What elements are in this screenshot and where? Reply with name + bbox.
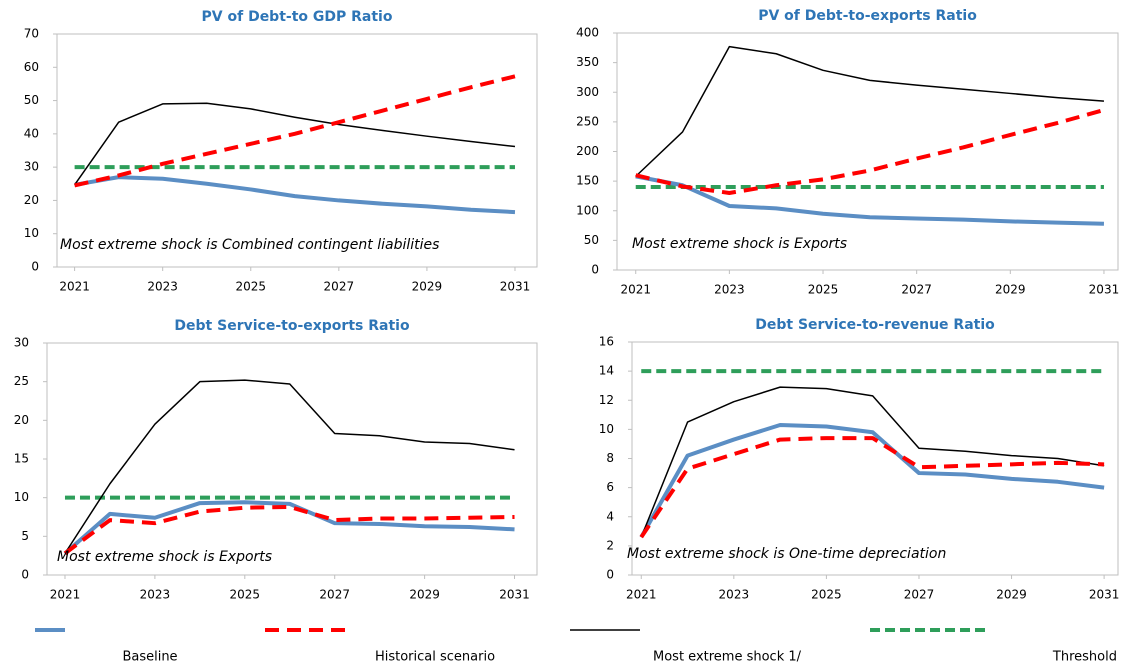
chart-title: Debt Service-to-exports Ratio xyxy=(174,318,410,334)
y-tick-label: 0 xyxy=(21,568,29,582)
x-tick-label: 2025 xyxy=(235,280,266,294)
series-line xyxy=(639,423,1105,539)
legend-label: Most extreme shock 1/ xyxy=(653,650,802,664)
x-tick-label: 2025 xyxy=(811,588,842,602)
y-tick-label: 400 xyxy=(576,26,599,40)
series-line xyxy=(74,74,516,188)
y-tick-label: 14 xyxy=(599,364,614,378)
y-tick-label: 5 xyxy=(21,529,29,543)
x-tick-label: 2031 xyxy=(1089,283,1120,297)
series-line xyxy=(640,386,1105,538)
y-tick-label: 12 xyxy=(599,393,614,407)
y-tick-label: 8 xyxy=(606,451,614,465)
y-tick-label: 30 xyxy=(14,336,29,350)
series-line xyxy=(74,175,516,215)
x-tick-label: 2025 xyxy=(230,588,261,602)
annotation: Most extreme shock is Exports xyxy=(57,549,272,565)
series-line xyxy=(635,108,1105,195)
y-tick-label: 2 xyxy=(606,538,614,552)
y-tick-label: 250 xyxy=(576,114,599,128)
x-tick-label: 2021 xyxy=(620,283,651,297)
series-line xyxy=(74,102,516,186)
series-line xyxy=(639,436,1105,539)
x-tick-label: 2029 xyxy=(412,280,443,294)
plot-frame xyxy=(46,342,538,576)
x-tick-label: 2027 xyxy=(319,588,350,602)
chart-title: PV of Debt-to-exports Ratio xyxy=(758,8,977,24)
chart-title: Debt Service-to-revenue Ratio xyxy=(755,317,995,333)
plot-frame xyxy=(56,33,538,268)
y-tick-label: 6 xyxy=(606,480,614,494)
y-tick-label: 40 xyxy=(24,126,39,140)
annotation: Most extreme shock is Combined contingen… xyxy=(60,237,439,253)
legend-label: Historical scenario xyxy=(375,650,495,664)
annotation: Most extreme shock is One-time depreciat… xyxy=(627,546,946,562)
y-tick-label: 10 xyxy=(14,490,29,504)
x-tick-label: 2021 xyxy=(50,588,81,602)
y-tick-label: 200 xyxy=(576,144,599,158)
x-tick-label: 2021 xyxy=(626,588,657,602)
y-tick-label: 100 xyxy=(576,203,599,217)
y-tick-label: 350 xyxy=(576,55,599,69)
x-tick-label: 2027 xyxy=(904,588,935,602)
x-tick-label: 2027 xyxy=(901,283,932,297)
y-tick-label: 0 xyxy=(606,568,614,582)
x-tick-label: 2023 xyxy=(147,280,178,294)
x-tick-label: 2031 xyxy=(499,588,530,602)
series-line xyxy=(63,500,515,555)
x-tick-label: 2031 xyxy=(1089,588,1120,602)
x-tick-label: 2027 xyxy=(324,280,355,294)
y-tick-label: 25 xyxy=(14,374,29,388)
plot-frame xyxy=(631,341,1119,576)
y-tick-label: 10 xyxy=(599,422,614,436)
annotation: Most extreme shock is Exports xyxy=(632,236,847,252)
plot-frame xyxy=(616,32,1119,271)
y-tick-label: 20 xyxy=(14,413,29,427)
y-tick-label: 50 xyxy=(584,233,599,247)
legend-label: Threshold xyxy=(1052,650,1117,664)
y-tick-label: 70 xyxy=(24,27,39,41)
y-tick-label: 15 xyxy=(14,452,29,466)
y-tick-label: 30 xyxy=(24,160,39,174)
series-line xyxy=(635,174,1105,226)
x-tick-label: 2023 xyxy=(140,588,171,602)
x-tick-label: 2029 xyxy=(996,588,1027,602)
series-line xyxy=(64,379,515,554)
y-tick-label: 50 xyxy=(24,93,39,107)
legend-label: Baseline xyxy=(122,650,177,664)
x-tick-label: 2029 xyxy=(995,283,1026,297)
x-tick-label: 2025 xyxy=(808,283,839,297)
series-line xyxy=(635,45,1105,177)
chart-title: PV of Debt-to GDP Ratio xyxy=(202,9,393,25)
y-tick-label: 0 xyxy=(31,260,39,274)
x-tick-label: 2021 xyxy=(59,280,90,294)
y-tick-label: 60 xyxy=(24,60,39,74)
y-tick-label: 16 xyxy=(599,335,614,349)
x-tick-label: 2023 xyxy=(714,283,745,297)
y-tick-label: 0 xyxy=(591,263,599,277)
x-tick-label: 2023 xyxy=(719,588,750,602)
y-tick-label: 4 xyxy=(606,509,614,523)
y-tick-label: 10 xyxy=(24,226,39,240)
y-tick-label: 300 xyxy=(576,85,599,99)
y-tick-label: 150 xyxy=(576,174,599,188)
y-tick-label: 20 xyxy=(24,193,39,207)
x-tick-label: 2031 xyxy=(500,280,531,294)
x-tick-label: 2029 xyxy=(409,588,440,602)
